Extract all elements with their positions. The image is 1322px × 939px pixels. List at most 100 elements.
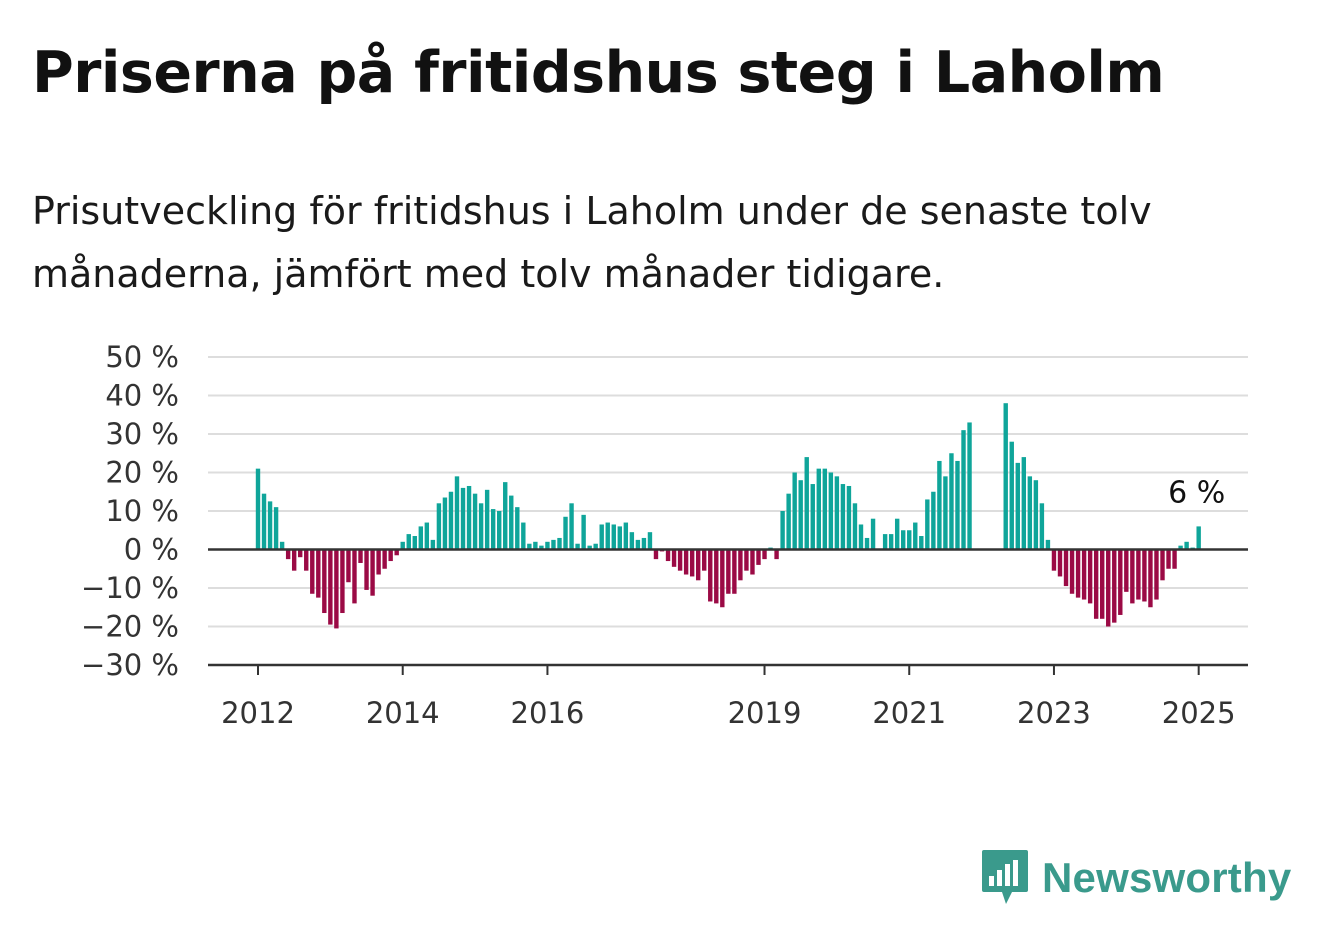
bar [937, 460, 942, 550]
y-tick-label: 30 % [105, 417, 179, 451]
x-tick-label: 2019 [728, 696, 802, 730]
bar [370, 549, 375, 596]
bar [804, 457, 809, 550]
chart-subtitle: Prisutveckling för fritidshus i Laholm u… [32, 189, 1152, 296]
bar [1093, 549, 1099, 619]
bar [509, 495, 514, 550]
x-tick-label: 2014 [366, 696, 440, 730]
bar [1196, 526, 1201, 550]
bar [376, 549, 381, 575]
bar [1003, 403, 1008, 550]
bar [466, 485, 472, 550]
bar [961, 430, 966, 550]
x-tick-label: 2016 [511, 696, 585, 730]
bar [1045, 539, 1051, 550]
y-tick-label: −20 % [81, 610, 179, 644]
bar [901, 530, 906, 550]
newsworthy-logo: Newsworthy [980, 848, 1291, 908]
bar [1112, 549, 1117, 623]
bar [641, 537, 647, 550]
bar [629, 532, 635, 550]
bar [1051, 549, 1057, 571]
bar [750, 549, 755, 575]
bar [671, 549, 677, 567]
bar [726, 549, 731, 594]
bar [285, 549, 291, 560]
bar [340, 549, 345, 614]
bar [430, 539, 436, 550]
y-tick-label: 50 % [105, 340, 179, 374]
bar [346, 549, 351, 583]
annotations: 6 % [1165, 472, 1228, 513]
bar [822, 468, 828, 550]
bar [261, 493, 267, 550]
bar [774, 549, 779, 560]
bar [316, 549, 321, 598]
bar [888, 534, 894, 550]
bar [894, 518, 900, 550]
bar [931, 491, 936, 550]
bar [490, 509, 496, 550]
bar [798, 480, 803, 550]
bar [322, 549, 327, 614]
bar [267, 501, 273, 550]
bar [400, 541, 405, 550]
x-axis-labels: 2012 2014 2016 2019 2021 2023 2025 [221, 696, 1235, 730]
bar [472, 493, 478, 550]
bar [1160, 549, 1165, 581]
bar [298, 549, 303, 558]
bar [1178, 545, 1183, 550]
brand-name: Newsworthy [1042, 854, 1292, 901]
y-tick-label: −10 % [81, 571, 179, 605]
bar [448, 491, 454, 550]
bar [1021, 457, 1027, 550]
x-tick-label: 2021 [872, 696, 946, 730]
bar [388, 549, 393, 562]
bar [882, 534, 888, 550]
y-tick-label: 40 % [105, 379, 179, 413]
bar [834, 476, 840, 550]
bar [955, 460, 960, 550]
bar [1033, 480, 1039, 550]
bar [1166, 549, 1171, 569]
bar [478, 503, 484, 550]
bar [358, 549, 363, 563]
bar [1148, 549, 1153, 608]
bar [792, 472, 797, 550]
bar [533, 541, 538, 550]
y-axis-labels: 50 % 40 % 30 % 20 % 10 % 0 % −10 % −20 % −30 % [81, 340, 179, 682]
bar [611, 524, 616, 550]
bar [569, 503, 574, 550]
bar [1057, 549, 1063, 577]
bar [593, 543, 598, 550]
bar [255, 468, 261, 550]
chart-title: Priserna på fritidshus steg i Laholm [32, 40, 1165, 106]
bar [1154, 549, 1159, 600]
bar [497, 511, 502, 550]
bar [780, 511, 785, 550]
bar [539, 545, 544, 550]
bar [647, 532, 653, 550]
x-tick-label: 2012 [221, 696, 295, 730]
x-tick-label: 2025 [1162, 696, 1236, 730]
bar [442, 497, 448, 550]
bar [503, 482, 508, 550]
bar [605, 522, 610, 550]
bar [1118, 549, 1123, 615]
bar [617, 526, 622, 550]
y-tick-label: 10 % [105, 494, 179, 528]
bar [1069, 549, 1075, 594]
bar [683, 549, 689, 575]
bar [653, 549, 659, 560]
bar [907, 530, 912, 550]
bar [756, 549, 761, 565]
bar [1136, 549, 1141, 600]
bar [864, 537, 870, 550]
bar [858, 524, 864, 550]
bar [364, 549, 369, 590]
bar [1027, 476, 1033, 550]
bar [454, 476, 460, 550]
bar [279, 541, 285, 550]
bar [828, 472, 834, 550]
